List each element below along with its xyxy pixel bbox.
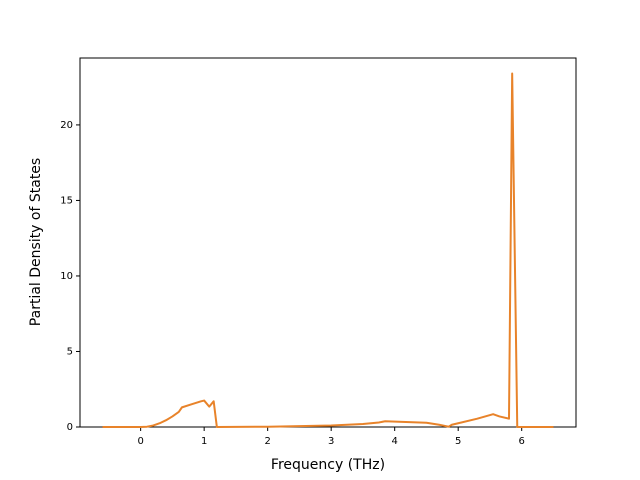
x-tick-label: 2 xyxy=(264,436,270,447)
y-axis-label: Partial Density of States xyxy=(28,158,44,326)
x-tick-label: 5 xyxy=(455,436,461,447)
y-tick-label: 0 xyxy=(67,422,73,433)
x-tick-label: 3 xyxy=(328,436,334,447)
x-axis-label: Frequency (THz) xyxy=(271,457,385,473)
y-tick-label: 20 xyxy=(60,120,73,131)
x-tick-label: 4 xyxy=(391,436,397,447)
data-line xyxy=(102,72,554,428)
y-tick-label: 15 xyxy=(60,195,73,206)
y-tick-label: 10 xyxy=(60,271,73,282)
x-tick-label: 1 xyxy=(201,436,207,447)
y-tick-label: 5 xyxy=(67,346,73,357)
x-tick-label: 0 xyxy=(137,436,143,447)
axes-frame xyxy=(79,57,577,428)
x-tick-label: 6 xyxy=(519,436,525,447)
